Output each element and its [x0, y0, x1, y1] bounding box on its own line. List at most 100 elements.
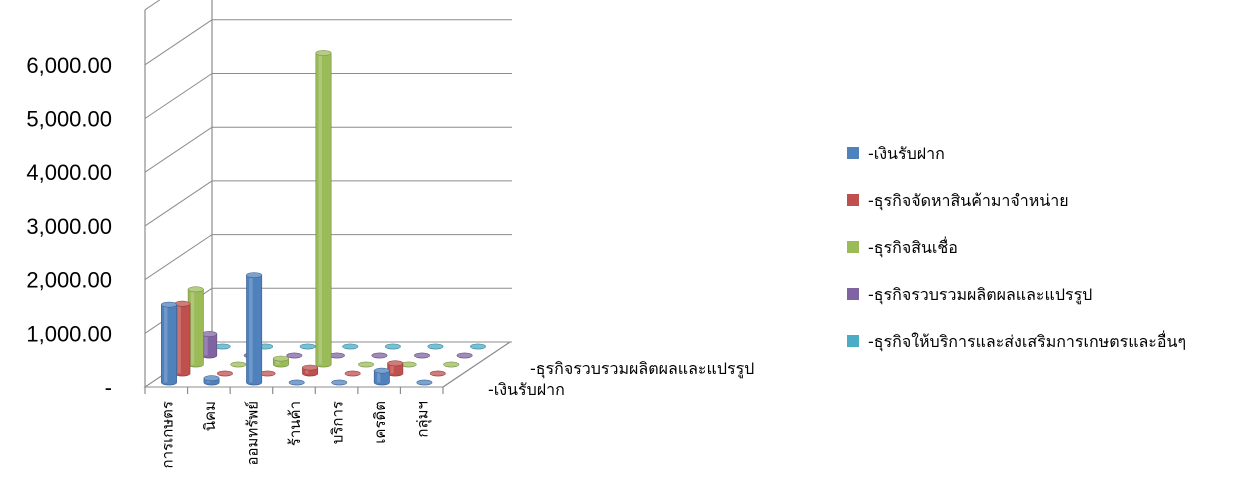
- bar-highlight: [177, 303, 181, 374]
- bar: [400, 361, 417, 368]
- bar: [331, 379, 348, 386]
- bar: [246, 272, 263, 386]
- bar: [470, 343, 486, 350]
- bar-top: [230, 361, 247, 368]
- bar-top: [384, 343, 401, 350]
- depth-tick-label: -ธุรกิจรวบรวมผลิตผลและแปรรูป: [530, 359, 754, 379]
- bar-top: [373, 367, 390, 374]
- bar-top: [371, 352, 388, 359]
- x-tick-label: นิคม: [201, 401, 219, 431]
- gridline: [144, 0, 161, 11]
- legend-swatch: [847, 288, 859, 300]
- bar-top: [259, 370, 276, 377]
- bar-highlight: [318, 53, 322, 365]
- y-axis: - 1,000.00 2,000.00 3,000.00 4,000.00 5,000.0…: [26, 53, 112, 400]
- bar: [315, 50, 332, 368]
- bar-top: [387, 360, 404, 367]
- legend-label: -ธุรกิจให้บริการและส่งเสริมการเกษตรและอื…: [868, 330, 1186, 352]
- bar-top: [203, 375, 220, 382]
- bar: [387, 360, 404, 377]
- bar-top: [214, 343, 231, 350]
- bar-top: [400, 361, 417, 368]
- bar: [230, 361, 247, 368]
- bar-top: [286, 352, 303, 359]
- bar-top: [414, 352, 431, 359]
- bar-top: [358, 361, 375, 368]
- bar-highlight: [390, 363, 394, 374]
- bar-top: [416, 379, 433, 386]
- bar-body: [201, 333, 218, 359]
- bar-body: [187, 289, 204, 368]
- bar-body: [315, 52, 332, 368]
- bar-top: [246, 272, 263, 278]
- legend-swatch: [847, 335, 859, 347]
- y-tick-label: -: [105, 375, 112, 400]
- bar-top: [429, 370, 446, 377]
- bar-highlight: [190, 289, 195, 365]
- bar: [342, 343, 359, 350]
- bar-top: [187, 286, 204, 293]
- x-tick-label: บริการ: [329, 401, 347, 444]
- bar-top: [161, 301, 177, 308]
- x-tick-label: เครดิต: [371, 401, 389, 444]
- bar-top: [331, 379, 348, 386]
- bar: [344, 370, 361, 377]
- bar-top: [302, 364, 319, 371]
- bar-body: [246, 274, 263, 386]
- bar: [414, 352, 431, 359]
- bar-top: [201, 331, 218, 337]
- bar-top: [443, 361, 460, 368]
- legend-swatch: [847, 147, 859, 159]
- bar-top: [299, 343, 316, 350]
- x-tick-label: การเกษตร: [158, 401, 176, 468]
- y-tick-label: 2,000.00: [26, 268, 112, 293]
- bar: [429, 370, 446, 377]
- bar: [416, 379, 433, 386]
- bar: [272, 355, 289, 368]
- bar-top: [427, 343, 444, 350]
- bar: [174, 300, 191, 377]
- bar-top: [288, 379, 305, 386]
- bar-highlight: [276, 358, 280, 365]
- depth-tick-label: -เงินรับฝาก: [488, 380, 565, 399]
- bar-highlight: [164, 304, 168, 383]
- bar: [456, 352, 473, 359]
- bar-top: [470, 343, 486, 350]
- bar: [302, 364, 319, 377]
- bar: [384, 343, 401, 350]
- bar-highlight: [376, 370, 381, 383]
- depth-axis-line: [442, 341, 511, 388]
- bar: [161, 301, 177, 386]
- bar-highlight: [249, 275, 253, 383]
- bar-top: [174, 300, 191, 307]
- legend-label: -ธุรกิจรวบรวมผลิตผลและแปรรูป: [868, 285, 1092, 305]
- bar: [187, 286, 204, 368]
- bar-top: [456, 352, 473, 359]
- bar: [201, 331, 218, 359]
- bar-top: [342, 343, 359, 350]
- bar: [371, 352, 388, 359]
- x-tick-label: กลุ่มฯ: [414, 401, 433, 438]
- bar: [358, 361, 375, 368]
- bar-top: [272, 355, 289, 362]
- bar: [328, 352, 345, 359]
- bar: [373, 367, 390, 386]
- bar: [299, 343, 316, 350]
- bar: [214, 343, 231, 350]
- legend-swatch: [847, 194, 859, 206]
- bar: [288, 379, 305, 386]
- bar: [443, 361, 460, 368]
- legend-label: -ธุรกิจสินเชื่อ: [868, 236, 958, 258]
- bar: [259, 370, 276, 377]
- x-tick-label: ออมทรัพย์: [243, 401, 261, 466]
- legend-label: -ธุรกิจจัดหาสินค้ามาจำหน่าย: [868, 191, 1069, 211]
- bar: [286, 352, 303, 359]
- depth-axis: -ธุรกิจรวบรวมผลิตผลและแปรรูป-เงินรับฝาก: [488, 359, 754, 399]
- bar-body: [174, 303, 191, 377]
- x-axis: การเกษตร นิคม ออมทรัพย์ ร้านค้า บริการ เครดิต…: [144, 387, 444, 468]
- bar-top: [344, 370, 361, 377]
- bar-highlight: [204, 334, 208, 356]
- bar-top: [328, 352, 345, 359]
- bar: [216, 370, 233, 377]
